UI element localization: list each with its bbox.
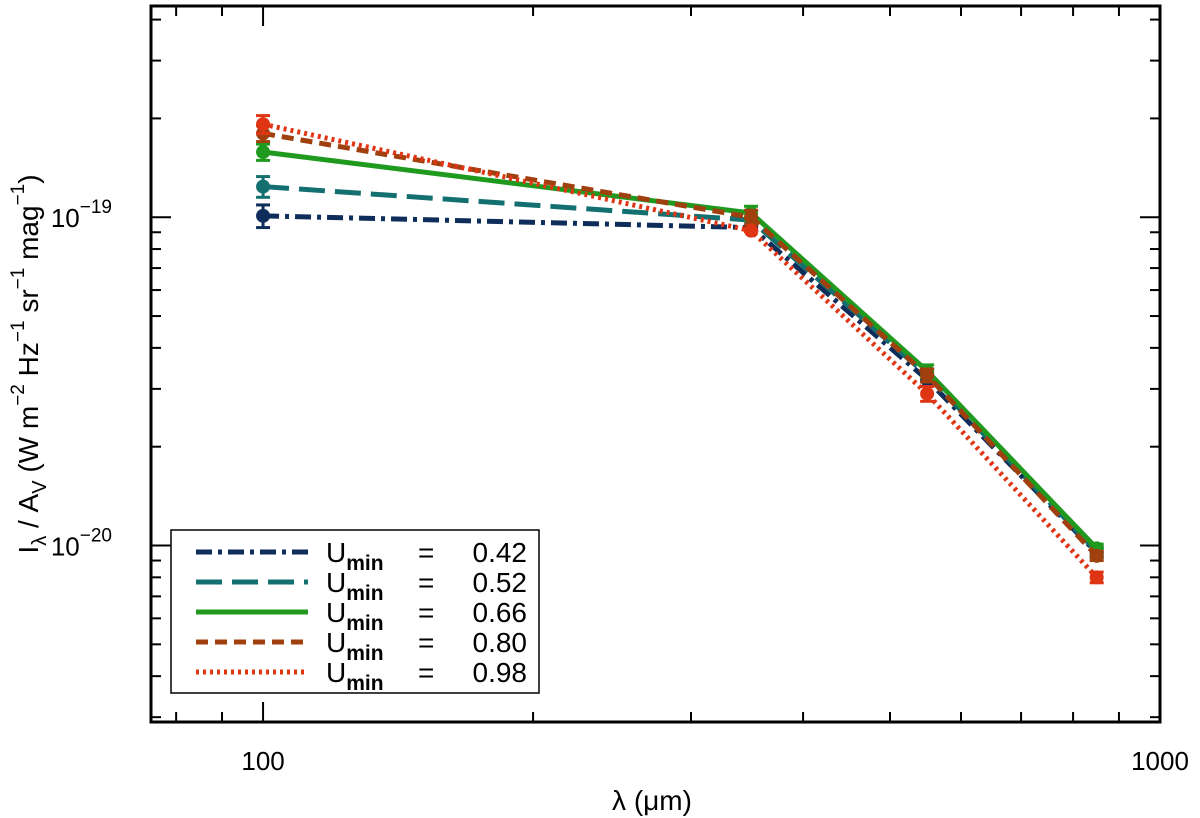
legend-equals: = (418, 657, 434, 688)
legend-label: Umin (326, 597, 384, 635)
legend-value: 0.80 (473, 627, 528, 658)
series-layer (256, 114, 1104, 585)
y-tick-label: 10−20 (51, 526, 112, 562)
data-point (256, 145, 271, 160)
legend-label: Umin (326, 567, 384, 605)
data-point (920, 386, 935, 401)
legend-value: 0.52 (473, 567, 528, 598)
data-point (744, 210, 759, 225)
data-point (256, 179, 271, 194)
data-point (256, 117, 271, 132)
x-tick-label: 1000 (1131, 746, 1189, 776)
legend-value: 0.66 (473, 597, 528, 628)
legend-equals: = (418, 567, 434, 598)
y-tick-label: 10−19 (51, 197, 112, 233)
data-point (744, 223, 759, 238)
x-axis-label: λ (μm) (612, 785, 692, 816)
legend-label: Umin (326, 627, 384, 665)
x-tick-label: 100 (241, 746, 284, 776)
legend-equals: = (418, 627, 434, 658)
data-point (256, 208, 271, 223)
series-line-0_42 (263, 213, 1099, 555)
plot-frame (149, 4, 1162, 724)
tick-labels: 100 1000 10−19 10−20 (51, 197, 1189, 776)
data-point (1089, 570, 1104, 585)
series-line-0_80 (262, 130, 1099, 558)
legend-value: 0.42 (473, 537, 528, 568)
series-line-0_98 (262, 121, 1099, 580)
legend-value: 0.98 (473, 657, 528, 688)
legend-label: Umin (326, 537, 384, 575)
legend: Umin = 0.42 Umin = 0.52 Umin = 0.66 Umin = 0.80 Umin… (170, 529, 540, 695)
series-line-0_52 (262, 184, 1099, 554)
legend-label: Umin (326, 657, 384, 695)
series-line-0_66 (262, 149, 1099, 551)
y-axis-label: Iλ / AV (W m−2 Hz−1 sr−1 mag−1) (8, 174, 51, 553)
data-point (1089, 548, 1104, 563)
legend-equals: = (418, 537, 434, 568)
data-point (920, 368, 935, 383)
legend-equals: = (418, 597, 434, 628)
